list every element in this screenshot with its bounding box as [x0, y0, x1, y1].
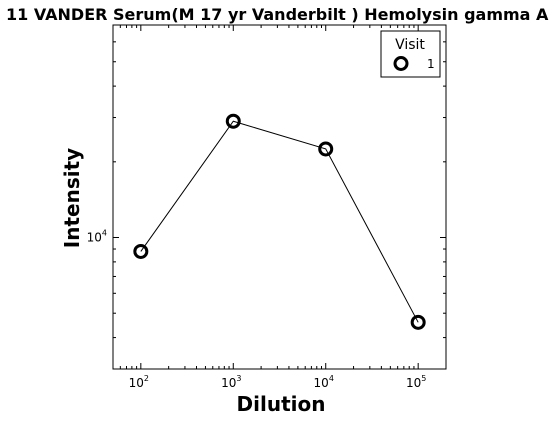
x-tick-label: 103 — [221, 374, 241, 390]
legend-marker-icon — [393, 56, 409, 71]
series-line — [140, 120, 419, 323]
legend-label: 1 — [427, 57, 435, 71]
data-point — [133, 243, 149, 259]
data-point — [318, 141, 334, 157]
legend-title: Visit — [395, 37, 425, 53]
x-tick-label: 104 — [314, 374, 334, 390]
series — [133, 113, 426, 330]
x-tick-label: 102 — [129, 374, 149, 390]
x-tick-label: 105 — [406, 374, 426, 390]
plot-frame — [112, 24, 447, 370]
y-tick-label: 104 — [87, 229, 107, 245]
legend-box — [380, 30, 441, 78]
axis-ticks: 102 103 104 105 104 — [87, 25, 446, 390]
data-point — [225, 113, 241, 129]
data-point — [410, 314, 426, 330]
legend: Visit 1 — [380, 30, 441, 78]
y-axis-label: Intensity — [60, 148, 84, 248]
chart-title: 11 VANDER Serum(M 17 yr Vanderbilt ) Hem… — [6, 5, 549, 24]
plot-area-border — [112, 24, 447, 370]
x-axis-label: Dilution — [237, 392, 326, 416]
